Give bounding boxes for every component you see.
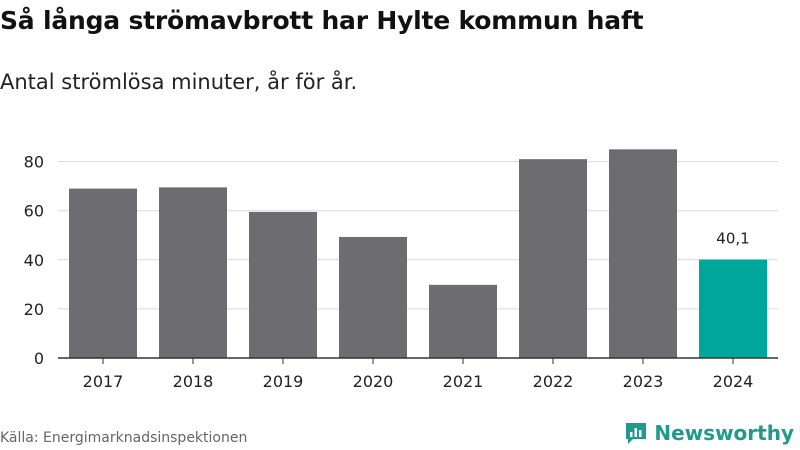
bar [519,159,587,358]
x-tick-label: 2024 [713,372,754,391]
y-tick-label: 20 [24,300,44,319]
y-tick-label: 40 [24,251,44,270]
x-tick-label: 2018 [173,372,214,391]
x-tick-label: 2023 [623,372,664,391]
x-tick-label: 2017 [83,372,124,391]
brand-name: Newsworthy [654,421,794,445]
x-tick-label: 2019 [263,372,304,391]
bar [69,188,137,358]
bar [249,211,317,358]
bar [429,284,497,358]
bar [339,236,407,358]
x-tick-label: 2021 [443,372,484,391]
y-tick-label: 60 [24,202,44,221]
y-tick-label: 0 [34,349,44,368]
source-note: Källa: Energimarknadsinspektionen [0,430,248,446]
bar [159,187,227,358]
brand-logo: Newsworthy [624,421,794,445]
y-tick-label: 80 [24,153,44,172]
bar-chart-logo-icon [626,423,647,444]
x-tick-label: 2022 [533,372,574,391]
chart-subtitle: Antal strömlösa minuter, år för år. [0,70,358,94]
bar [609,149,677,358]
bar-chart: 0 20 40 60 80 2017 2018 2019 2020 2021 2022 2023 202… [24,149,778,391]
chart-title: Så långa strömavbrott har Hylte kommun h… [0,6,644,35]
data-label: 40,1 [716,230,749,248]
bar [699,259,767,358]
x-tick-label: 2020 [353,372,394,391]
